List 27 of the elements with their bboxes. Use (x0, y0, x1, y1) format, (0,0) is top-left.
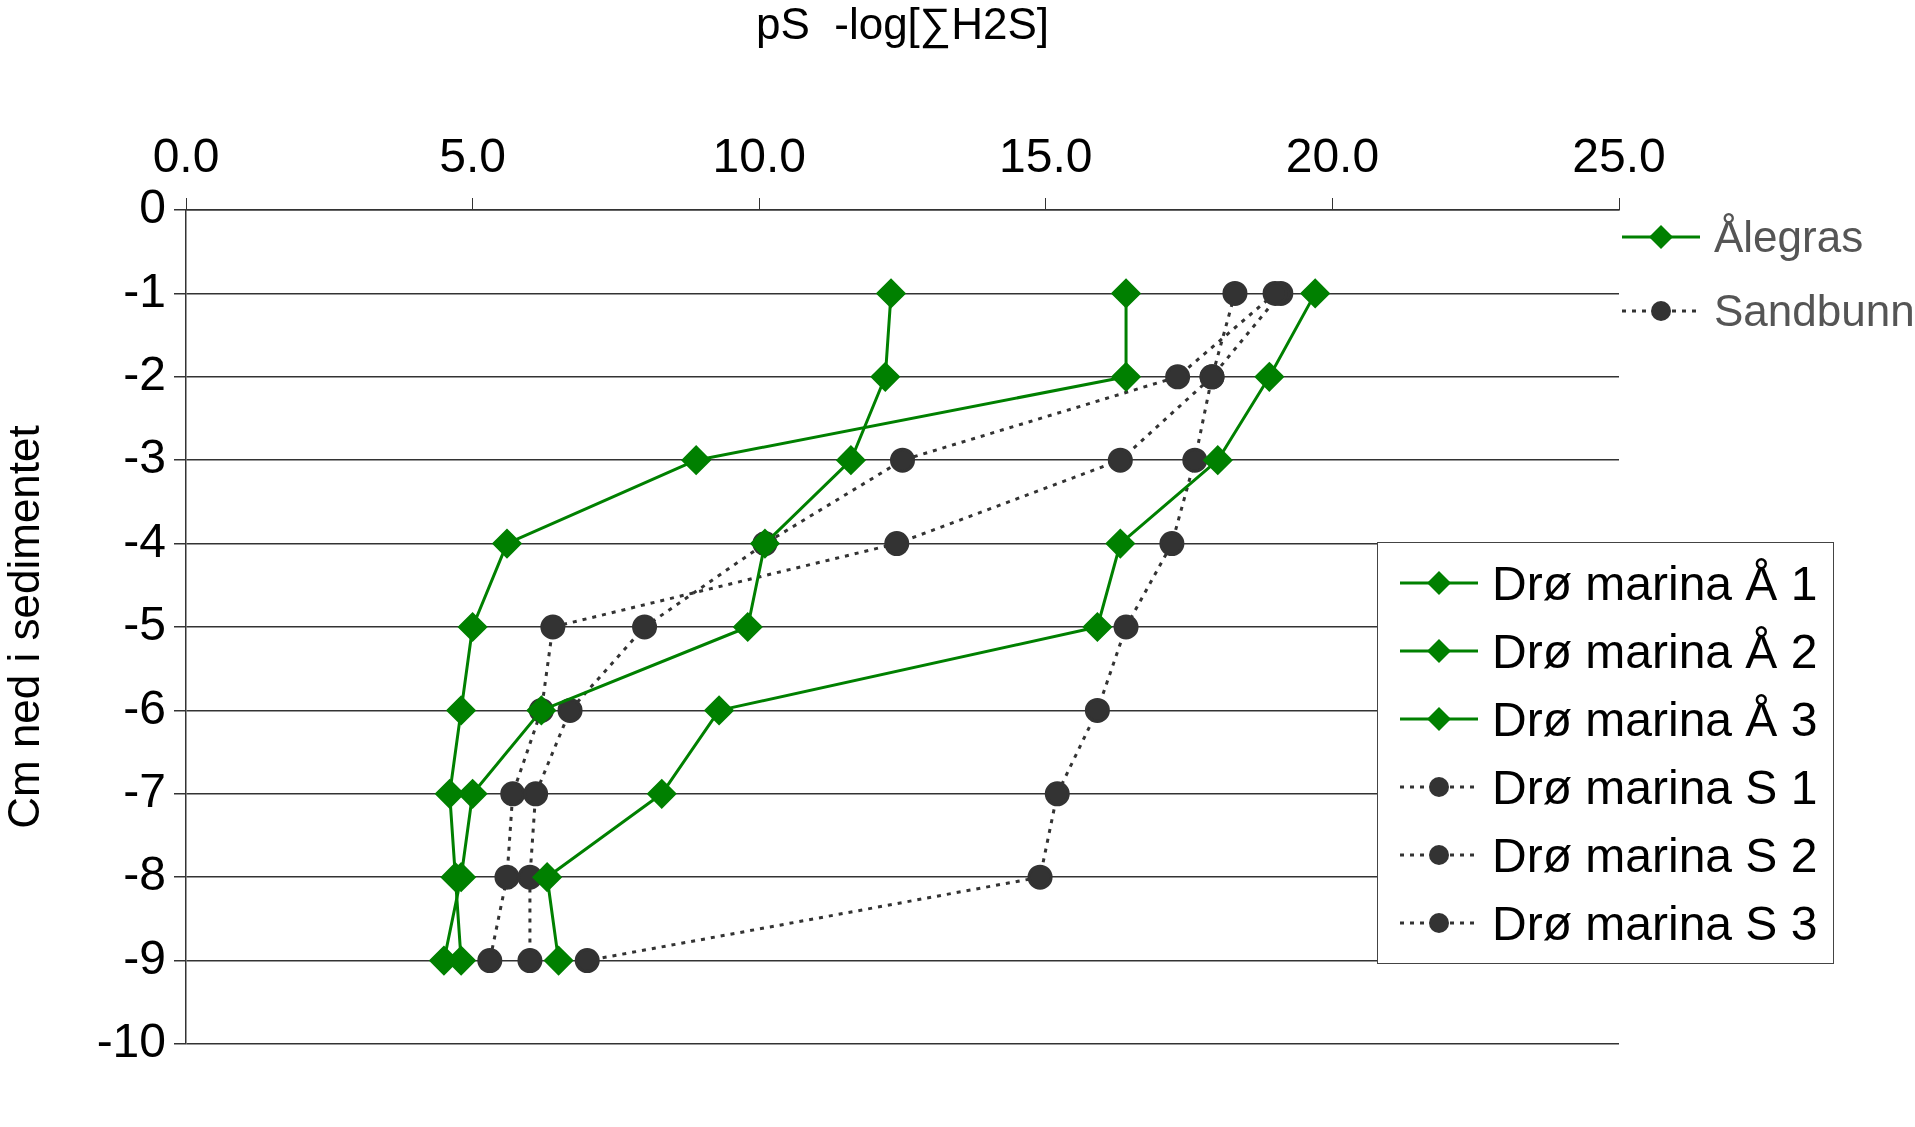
y-tick-label: -9 (123, 930, 166, 984)
y-tick-label: 0 (139, 180, 166, 234)
x-tick-label: 20.0 (1285, 129, 1380, 183)
legend-label: Ålegras (1714, 212, 1864, 262)
legend-label: Drø marina S 2 (1492, 827, 1818, 883)
y-tick-label: -4 (123, 513, 166, 567)
x-tick-label: 5.0 (439, 129, 506, 183)
legend-label: Drø marina Å 3 (1492, 691, 1818, 747)
x-tick-label: 25.0 (1572, 129, 1666, 183)
y-tick-label: -6 (123, 680, 166, 734)
y-tick-label: -10 (96, 1014, 166, 1068)
y-tick-label: -8 (123, 847, 166, 901)
x-axis-title: pS -log[∑H2S] (755, 0, 1050, 49)
legend-label: Drø marina S 1 (1492, 759, 1818, 815)
legend-label: Drø marina Å 2 (1492, 623, 1818, 679)
legend-label: Drø marina Å 1 (1492, 555, 1818, 611)
y-tick-label: -2 (123, 347, 166, 401)
legend-label: Sandbunn (1714, 286, 1915, 336)
x-tick-label: 15.0 (999, 129, 1093, 183)
y-axis-title: Cm ned i sedimentet (0, 425, 48, 829)
x-tick-label: 0.0 (152, 129, 220, 183)
y-tick-label: -5 (123, 597, 166, 651)
legend-label: Drø marina S 3 (1492, 895, 1818, 951)
y-tick-label: -3 (123, 430, 166, 484)
y-tick-label: -1 (123, 263, 166, 317)
y-tick-label: -7 (123, 764, 166, 818)
x-tick-label: 10.0 (712, 129, 806, 183)
